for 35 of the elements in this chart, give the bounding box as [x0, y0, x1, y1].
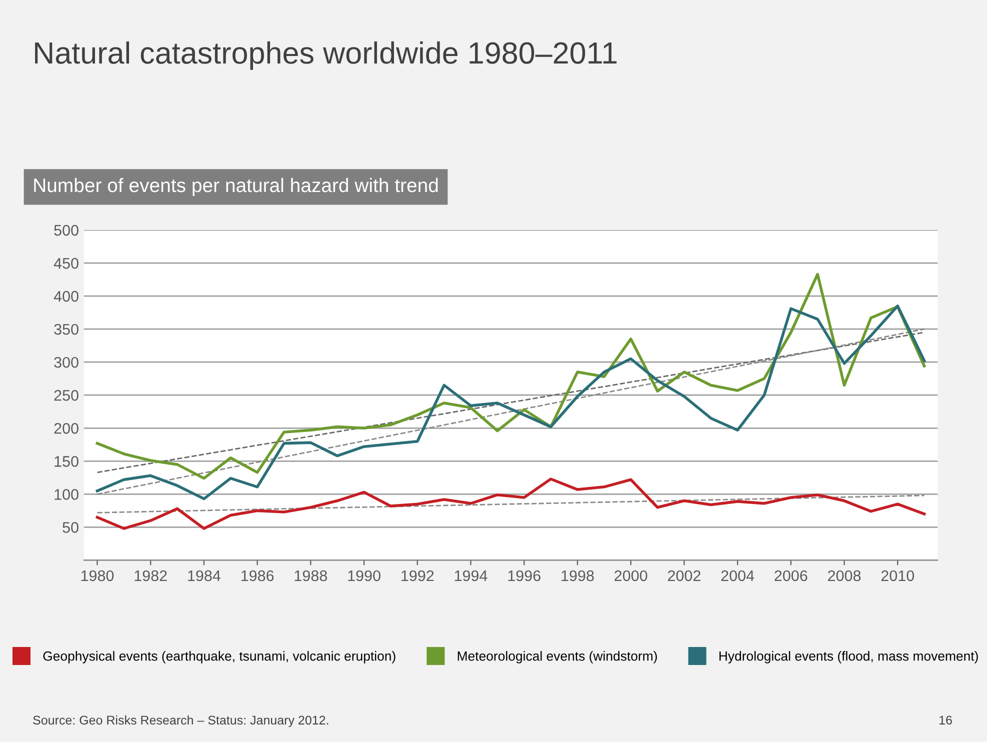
x-tick-label: 2010 — [881, 570, 914, 582]
source-note: Source: Geo Risks Research – Status: January 2012. — [33, 715, 328, 728]
y-tick-label: 250 — [54, 390, 78, 401]
y-tick-label: 150 — [54, 456, 78, 467]
x-tick-label: 1980 — [81, 570, 114, 582]
x-tick-label: 1982 — [134, 570, 167, 582]
legend-label: Geophysical events (earthquake, tsunami, volcanic eruption) — [43, 651, 396, 664]
y-tick-label: 50 — [62, 522, 78, 533]
x-tick-label: 1996 — [508, 570, 540, 582]
line-series — [96, 478, 926, 530]
y-tick-label: 500 — [54, 224, 78, 236]
y-tick-label: 400 — [54, 290, 78, 302]
y-tick-label: 100 — [54, 489, 78, 500]
chart-title: Natural catastrophes worldwide 1980–2011 — [35, 41, 617, 70]
x-tick-label: 1992 — [402, 570, 434, 582]
legend-label: Meteorological events (windstorm) — [458, 651, 657, 664]
x-tick-label: 2006 — [774, 570, 808, 582]
line-series — [96, 272, 926, 480]
x-tick-label: 2004 — [721, 570, 754, 582]
legend-label: Hydrological events (flood, mass movement) — [719, 651, 978, 664]
x-tick-label: 1986 — [241, 570, 274, 582]
y-tick-label: 350 — [54, 324, 78, 335]
y-tick-label: 450 — [54, 258, 78, 269]
x-tick-label: 1990 — [348, 570, 380, 582]
chart-subtitle: Number of events per natural hazard with trend — [34, 178, 438, 196]
x-tick-label: 1988 — [294, 570, 328, 582]
x-tick-label: 2008 — [828, 570, 861, 582]
y-tick-label: 300 — [54, 356, 78, 368]
x-tick-label: 1984 — [188, 570, 220, 582]
x-tick-label: 2000 — [614, 570, 648, 582]
x-tick-label: 2002 — [668, 570, 700, 582]
text: 16 — [940, 716, 952, 725]
y-tick-label: 200 — [54, 423, 78, 434]
x-tick-label: 1994 — [454, 570, 488, 582]
x-tick-label: 1998 — [562, 570, 594, 582]
